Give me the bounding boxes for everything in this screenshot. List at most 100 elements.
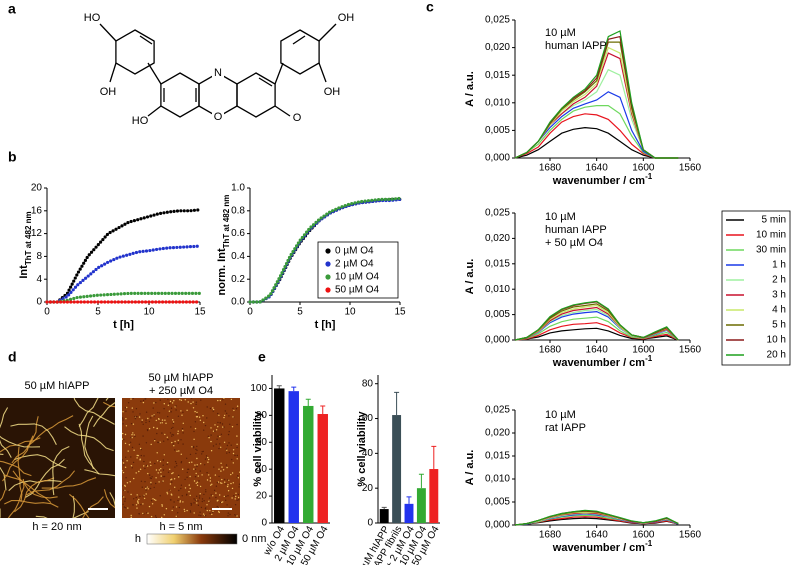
speckle: [174, 449, 176, 451]
speckle: [208, 500, 210, 502]
speckle: [212, 495, 214, 497]
speckle: [129, 481, 131, 483]
speckle: [212, 408, 215, 411]
y-tick-label: 20: [256, 491, 268, 502]
speckle: [188, 491, 190, 493]
speckle: [136, 507, 138, 509]
speckle: [137, 454, 139, 457]
speckle: [164, 398, 166, 399]
speckle: [171, 481, 173, 483]
speckle: [193, 498, 195, 500]
label-bg: [212, 110, 224, 124]
speckle: [147, 472, 149, 475]
speckle: [191, 461, 193, 463]
speckle: [158, 441, 160, 444]
speckle: [171, 435, 173, 437]
speckle: [149, 461, 151, 463]
speckle: [235, 492, 237, 494]
speckle: [209, 477, 212, 479]
speckle: [182, 468, 184, 470]
speckle: [122, 495, 124, 497]
speckle: [129, 441, 132, 443]
speckle: [214, 474, 217, 476]
speckle: [179, 501, 181, 503]
speckle: [200, 506, 203, 509]
speckle: [138, 416, 141, 418]
speckle: [226, 449, 228, 451]
speckle: [124, 484, 126, 487]
atom-label: OH: [100, 86, 117, 98]
speckle: [123, 496, 125, 498]
speckle: [163, 475, 166, 478]
speckle: [134, 435, 136, 438]
y-tick-label: 0.0: [231, 297, 245, 308]
speckle: [215, 496, 217, 499]
speckle: [218, 511, 220, 514]
speckle: [167, 398, 169, 401]
speckle: [217, 506, 220, 508]
speckle: [230, 473, 232, 476]
speckle: [150, 477, 152, 480]
fibril: [10, 423, 57, 446]
annotation: 10 µM: [545, 27, 576, 39]
speckle: [193, 502, 195, 504]
speckle: [196, 484, 199, 486]
speckle: [232, 452, 235, 455]
fibril: [73, 398, 115, 425]
y-tick-label: 40: [256, 464, 268, 475]
x-tick-label: 1600: [632, 163, 655, 174]
speckle: [123, 438, 125, 441]
speckle: [190, 398, 193, 399]
speckle: [146, 465, 149, 467]
speckle: [239, 471, 240, 473]
speckle: [195, 472, 197, 475]
speckle: [177, 442, 179, 444]
speckle: [216, 482, 219, 484]
speckle: [221, 466, 223, 468]
speckle: [226, 466, 228, 469]
speckle: [124, 433, 127, 436]
x-axis-label: wavenumber / cm-1: [552, 172, 653, 187]
speckle: [153, 402, 155, 404]
fibril: [0, 490, 6, 502]
speckles: [122, 398, 240, 518]
speckle: [148, 420, 151, 423]
speckle: [169, 483, 172, 485]
speckle: [194, 427, 197, 430]
speckle: [151, 503, 154, 505]
y-tick-label: 40: [362, 448, 374, 459]
speckle: [196, 445, 198, 448]
speckle: [174, 466, 176, 468]
x-axis-label: t [h]: [113, 319, 134, 331]
annotation: human IAPP: [545, 40, 607, 52]
afm-image: [122, 398, 240, 518]
series-line: [45, 244, 202, 304]
speckle: [210, 484, 212, 486]
fibril: [82, 496, 104, 518]
bond: [292, 35, 306, 45]
bond: [147, 105, 162, 117]
legend-marker: [325, 248, 331, 254]
bond: [147, 62, 162, 85]
ring: [280, 29, 320, 75]
speckle: [124, 466, 127, 468]
speckle: [158, 418, 160, 420]
error-bar: [291, 386, 297, 392]
speckle: [181, 495, 183, 497]
speckle: [175, 506, 178, 508]
speckle: [185, 494, 188, 496]
speckle: [193, 468, 195, 470]
y-axis-label-text: Int: [18, 265, 30, 279]
x-tick-label: 1600: [632, 530, 655, 541]
speckle: [122, 438, 123, 440]
annotation: human IAPP: [545, 224, 607, 236]
speckle: [145, 442, 148, 444]
speckle: [200, 399, 202, 401]
speckle: [161, 516, 163, 518]
speckle: [236, 435, 238, 437]
x-tick-label: 15: [194, 307, 206, 318]
speckle: [199, 470, 201, 472]
speckle: [173, 445, 175, 447]
speckle: [195, 403, 197, 405]
speckle: [231, 497, 233, 499]
